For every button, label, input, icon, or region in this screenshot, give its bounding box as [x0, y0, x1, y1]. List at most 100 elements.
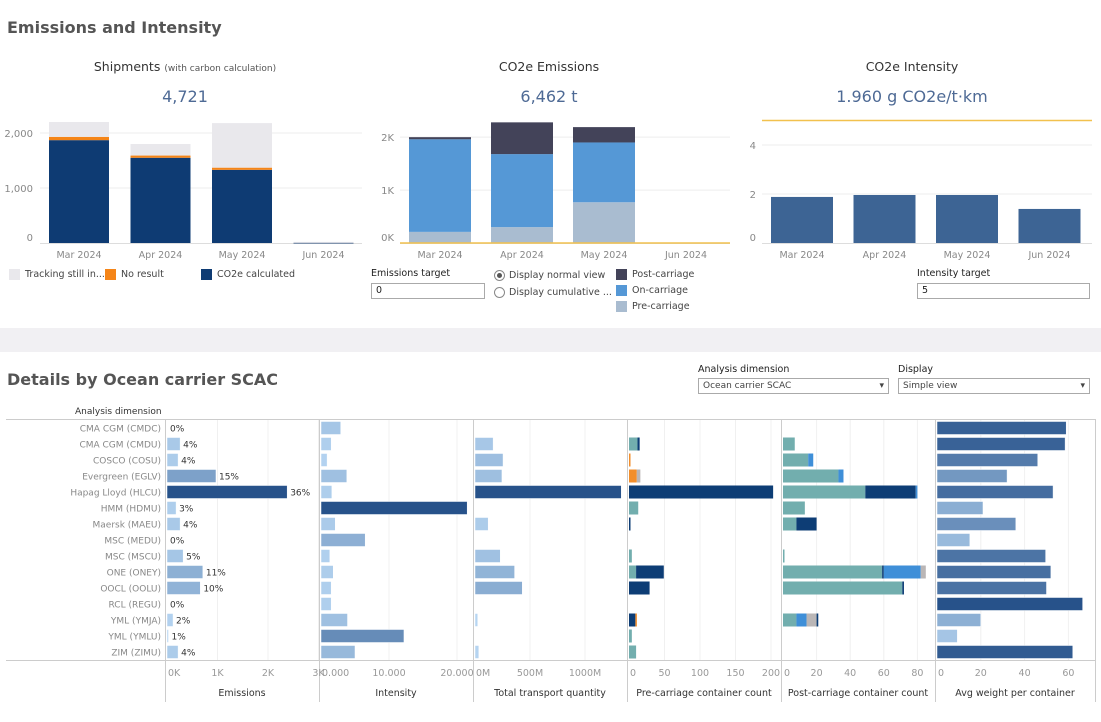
bar	[166, 485, 288, 499]
bar-segment-teal	[629, 549, 632, 563]
bar-segment-navy	[629, 485, 774, 499]
bar-segment-no-result	[49, 136, 109, 141]
shipments-subtitle: (with carbon calculation)	[164, 64, 277, 74]
legend-label: No result	[121, 269, 164, 280]
bar-segment-co2e-calculated	[212, 169, 272, 243]
y-tick-label: 4	[750, 141, 756, 152]
y-tick-label: 0K	[381, 233, 394, 244]
emissions-target-input[interactable]: 0	[371, 283, 485, 299]
radio-normal-view[interactable]: Display normal view	[494, 270, 605, 281]
x-tick-label: Mar 2024	[779, 250, 824, 261]
y-tick-label: 1,000	[4, 184, 33, 195]
section-divider	[0, 328, 1101, 352]
x-tick-label: 50	[658, 668, 670, 679]
bar-value-label: 10%	[203, 585, 223, 595]
bar-segment-on-carriage	[573, 142, 635, 203]
bar-segment-on-carriage	[409, 139, 471, 232]
radio-selected-icon	[494, 270, 505, 281]
bar	[166, 501, 177, 515]
bar-segment-tracking-still-in-	[49, 122, 109, 137]
intensity-target-label: Intensity target	[917, 268, 991, 279]
bar-value-label: 4%	[183, 441, 198, 451]
bar-segment-teal	[629, 437, 638, 451]
x-tick-label: May 2024	[219, 250, 266, 261]
row-label: YML (YMJA)	[110, 617, 161, 627]
x-tick-label: 3K	[312, 668, 325, 679]
x-tick-label: Mar 2024	[56, 250, 101, 261]
column-title: Avg weight per container	[955, 688, 1075, 699]
column-title: Intensity	[375, 688, 417, 699]
row-label: YML (YMLU)	[107, 633, 161, 643]
x-tick-label: 40	[1019, 668, 1031, 679]
intensity-title: CO2e Intensity	[865, 59, 959, 74]
bar-segment-navy	[629, 581, 650, 595]
bar-segment-teal	[629, 565, 637, 579]
bar-value-label: 0%	[170, 601, 185, 611]
analysis-dimension-select[interactable]: Ocean carrier SCAC ▾	[698, 378, 889, 394]
emissions-kpi: 6,462 t	[520, 87, 578, 106]
bar-segment-teal	[783, 565, 883, 579]
bar-value-label: 3%	[179, 505, 194, 515]
legend-item-on-carriage[interactable]: On-carriage	[616, 285, 688, 296]
bar-segment-intensity	[936, 194, 998, 243]
display-select[interactable]: Simple view ▾	[898, 378, 1090, 394]
x-tick-label: Mar 2024	[417, 250, 462, 261]
select-value: Ocean carrier SCAC	[703, 381, 792, 391]
bar-segment-teal	[629, 645, 637, 659]
bar-value-label: 15%	[219, 473, 239, 483]
legend-item-pre-carriage[interactable]: Pre-carriage	[616, 301, 690, 312]
bar	[166, 565, 204, 579]
chevron-down-icon: ▾	[879, 381, 884, 391]
x-tick-label: Apr 2024	[863, 250, 907, 261]
legend-swatch	[9, 269, 20, 280]
legend-swatch	[201, 269, 212, 280]
bar	[936, 581, 1047, 595]
bar-segment-post-carriage	[409, 137, 471, 140]
bar-segment-navy	[629, 517, 631, 531]
y-tick-label: 2K	[381, 133, 394, 144]
shipments-title: Shipments (with carbon calculation)	[35, 59, 335, 74]
analysis-dimension-label: Analysis dimension	[698, 364, 790, 375]
bar	[320, 533, 366, 547]
row-label: Evergreen (EGLV)	[82, 473, 161, 483]
bar	[474, 581, 523, 595]
x-tick-label: Apr 2024	[139, 250, 183, 261]
bar	[936, 629, 958, 643]
x-tick-label: 20	[811, 668, 823, 679]
bar-segment-on-carriage	[491, 154, 553, 228]
x-tick-label: 0M	[476, 668, 490, 679]
y-tick-label: 1K	[381, 186, 394, 197]
bar	[320, 629, 405, 643]
bar-segment-no-result	[212, 167, 272, 170]
bar-value-label: 36%	[290, 489, 310, 499]
y-tick-label: 2	[750, 190, 756, 201]
legend-item-co2e-calculated[interactable]: CO2e calculated	[201, 269, 295, 280]
bar-segment-tracking-still-in-	[293, 241, 354, 243]
legend-item-tracking[interactable]: Tracking still in...	[9, 269, 105, 280]
column-title: Emissions	[218, 688, 265, 699]
x-tick-label: May 2024	[581, 250, 628, 261]
radio-cumulative-view[interactable]: Display cumulative ...	[494, 287, 612, 298]
bar-segment-orange	[635, 613, 637, 627]
bar-value-label: 11%	[206, 569, 226, 579]
bar	[320, 453, 328, 467]
bar-segment-navy	[816, 613, 819, 627]
bar	[320, 645, 356, 659]
bar	[320, 517, 336, 531]
bar-segment-blue	[796, 613, 807, 627]
legend-label: Post-carriage	[632, 269, 695, 280]
bar-segment-no-result	[130, 155, 191, 158]
row-label: RCL (REGU)	[109, 601, 162, 611]
bar	[474, 613, 478, 627]
select-value: Simple view	[903, 381, 958, 391]
x-tick-label: May 2024	[944, 250, 991, 261]
legend-swatch	[616, 269, 627, 280]
bar	[166, 645, 179, 659]
legend-item-no-result[interactable]: No result	[105, 269, 164, 280]
bar-segment-orange	[629, 469, 637, 483]
legend-item-post-carriage[interactable]: Post-carriage	[616, 269, 694, 280]
row-label: CMA CGM (CMDU)	[79, 441, 161, 451]
bar-segment-gray	[806, 613, 817, 627]
intensity-target-input[interactable]: 5	[917, 283, 1090, 299]
bar-segment-teal	[629, 501, 639, 515]
